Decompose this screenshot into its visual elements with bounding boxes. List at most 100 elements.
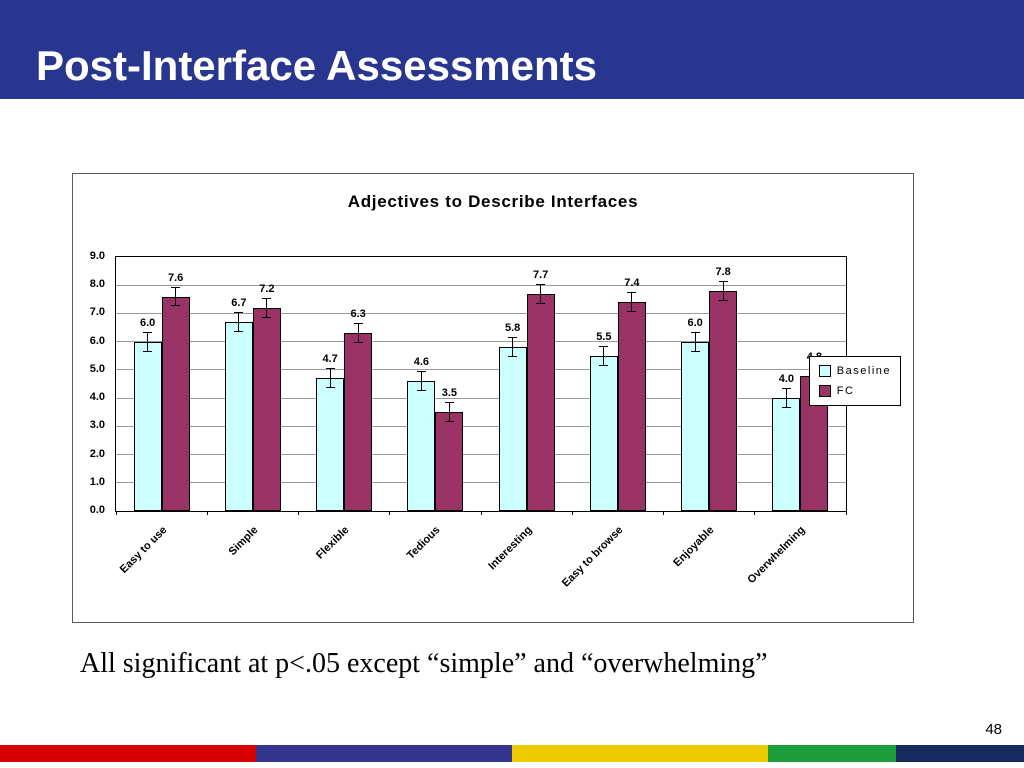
bar-value-label: 7.8 (715, 265, 731, 278)
error-bar-cap (781, 406, 791, 408)
x-axis-tick (298, 511, 299, 515)
error-bar-line (147, 331, 149, 352)
error-bar-line (329, 368, 331, 389)
gridline (116, 312, 846, 314)
bar-baseline (589, 355, 618, 511)
legend: Baseline FC (808, 356, 901, 406)
error-bar-cap (536, 302, 546, 304)
x-axis-label: Enjoyable (671, 524, 717, 570)
x-axis-label: Interesting (485, 524, 535, 573)
x-axis-label: Tedious (405, 524, 443, 562)
bar-baseline (681, 341, 710, 511)
footer-stripe-segment (896, 745, 1024, 762)
y-tick-label: 9.0 (89, 250, 105, 262)
error-bar (781, 388, 791, 408)
error-bar (353, 323, 363, 344)
bar-fc (252, 307, 281, 511)
y-tick-label: 8.0 (89, 278, 105, 291)
error-bar-line (238, 312, 240, 332)
gridline (116, 397, 846, 399)
gridline (116, 454, 846, 456)
bar-fc (161, 296, 190, 511)
error-bar-cap (234, 312, 244, 314)
legend-label: FC (836, 385, 855, 397)
bar-value-label: 5.8 (504, 322, 521, 335)
x-axis-label: Overwhelming (745, 524, 808, 587)
slide-title: Post-Interface Assessments (36, 42, 598, 89)
error-bar-cap (508, 356, 518, 358)
error-bar-cap (353, 323, 363, 325)
error-bar-line (540, 283, 542, 304)
error-bar-cap (690, 331, 700, 333)
error-bar-cap (718, 280, 728, 282)
error-bar-cap (718, 299, 728, 301)
y-tick-label: 2.0 (89, 447, 105, 460)
gridline (116, 341, 846, 343)
error-bar-line (694, 331, 696, 352)
error-bar-cap (781, 388, 791, 390)
error-bar-cap (143, 331, 153, 333)
legend-swatch (818, 385, 831, 397)
error-bar (262, 297, 272, 318)
bar-fc (526, 293, 555, 511)
slide-header: Post-Interface Assessments (0, 0, 1024, 99)
y-tick-label: 3.0 (89, 419, 105, 432)
bar-value-label: 6.0 (687, 316, 703, 329)
error-bar-cap (416, 390, 426, 392)
chart-frame: Adjectives to Describe Interfaces 6.0 6.7… (72, 173, 914, 623)
error-bar (171, 286, 181, 307)
bar-baseline (407, 381, 436, 511)
error-bar-cap (171, 305, 181, 307)
bar-value-label: 4.6 (413, 356, 430, 369)
error-bar-line (357, 323, 359, 344)
error-bar (627, 292, 637, 313)
error-bar-line (266, 297, 268, 318)
error-bar (444, 402, 454, 423)
error-bar (416, 371, 426, 392)
bar-baseline (224, 321, 253, 511)
gridline (116, 482, 846, 484)
bar-baseline (772, 398, 801, 511)
footer-stripe-segment (512, 745, 768, 762)
error-bar-cap (143, 350, 153, 352)
x-axis-tick (845, 511, 847, 515)
bar-value-label: 7.2 (259, 282, 275, 295)
error-bar-line (420, 371, 422, 392)
error-bar-line (631, 292, 633, 313)
error-bar-cap (325, 387, 335, 389)
x-axis-label: Simple (226, 524, 261, 558)
error-bar-cap (599, 364, 609, 366)
bar-baseline (498, 347, 527, 511)
error-bar-cap (508, 337, 518, 339)
y-tick-label: 7.0 (89, 306, 105, 319)
error-bar-line (448, 402, 450, 423)
error-bar-line (175, 286, 177, 307)
bar-value-label: 6.0 (139, 316, 156, 329)
bar-value-label: 6.7 (231, 297, 247, 310)
y-tick-label: 0.0 (89, 504, 105, 516)
bar-fc (435, 412, 464, 511)
error-bar-cap (262, 316, 272, 318)
y-tick-label: 5.0 (89, 362, 105, 375)
x-axis-tick (663, 511, 664, 515)
x-axis-tick (206, 511, 208, 515)
plot-area: 6.0 6.7 4.7 4.6 5.8 5.5 6.0 4.0 7.6 7.2 6.3 3.5 7.7 7… (115, 256, 847, 515)
bar-baseline (133, 341, 162, 511)
bar-value-label: 3.5 (441, 387, 458, 400)
error-bar (536, 283, 546, 304)
error-bar-cap (353, 342, 363, 344)
bar-value-label: 4.7 (322, 353, 338, 366)
error-bar-line (722, 280, 724, 301)
x-axis-label: Flexible (314, 524, 352, 562)
chart-title: Adjectives to Describe Interfaces (347, 192, 639, 211)
error-bar-cap (536, 283, 546, 285)
error-bar (690, 331, 700, 352)
error-bar (234, 312, 244, 332)
caption: All significant at p<.05 except “simple”… (80, 648, 768, 679)
error-bar-cap (690, 350, 700, 352)
x-axis-label: Easy to use (117, 524, 170, 576)
x-axis-tick (571, 511, 573, 515)
bar-value-label: 7.4 (624, 277, 640, 290)
error-bar-cap (627, 311, 637, 313)
